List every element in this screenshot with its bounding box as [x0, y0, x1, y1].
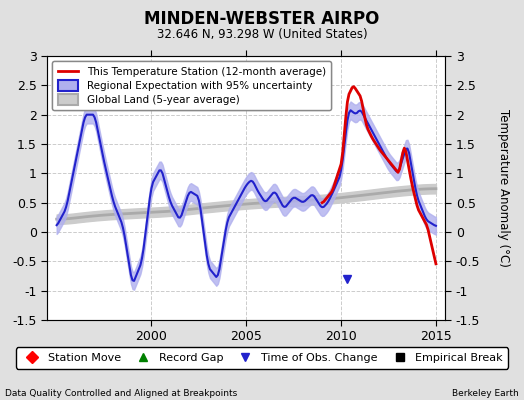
Y-axis label: Temperature Anomaly (°C): Temperature Anomaly (°C) [497, 109, 510, 267]
Text: Data Quality Controlled and Aligned at Breakpoints: Data Quality Controlled and Aligned at B… [5, 389, 237, 398]
Text: MINDEN-WEBSTER AIRPO: MINDEN-WEBSTER AIRPO [144, 10, 380, 28]
Text: 32.646 N, 93.298 W (United States): 32.646 N, 93.298 W (United States) [157, 28, 367, 41]
Text: Berkeley Earth: Berkeley Earth [452, 389, 519, 398]
Legend: This Temperature Station (12-month average), Regional Expectation with 95% uncer: This Temperature Station (12-month avera… [52, 61, 331, 110]
Legend: Station Move, Record Gap, Time of Obs. Change, Empirical Break: Station Move, Record Gap, Time of Obs. C… [16, 348, 508, 368]
